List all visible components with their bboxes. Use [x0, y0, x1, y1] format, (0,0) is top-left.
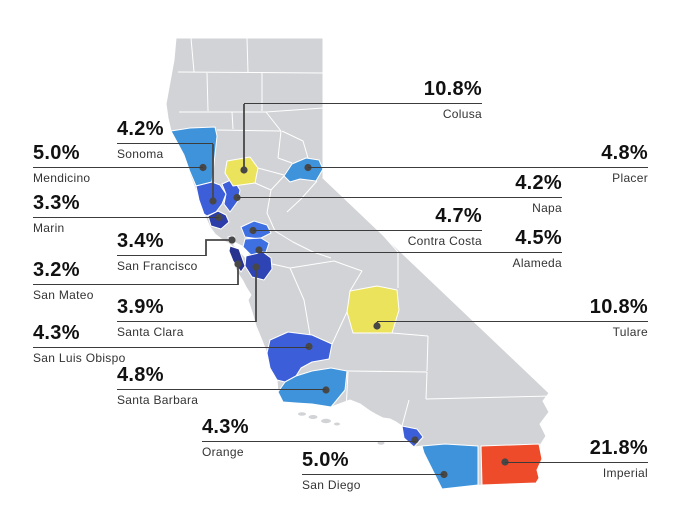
- callout-county-name: Placer: [612, 171, 648, 185]
- county-shape-san-diego: [421, 443, 479, 490]
- callout-county-name: Orange: [202, 445, 244, 459]
- connector-san-francisco: [205, 239, 231, 256]
- callout-connector-lines: [205, 104, 378, 326]
- callout-county-name: San Francisco: [117, 259, 198, 273]
- callout-value: 5.0%: [33, 143, 203, 168]
- dot-san-luis-obispo: [305, 342, 313, 351]
- callout-county-name: Sonoma: [117, 147, 164, 161]
- callout-county-name: Colusa: [442, 107, 482, 121]
- county-shape-imperial: [480, 443, 543, 486]
- callout-county-name: Imperial: [602, 466, 648, 480]
- callout-value: 4.5%: [259, 228, 562, 253]
- dot-san-francisco: [228, 236, 236, 244]
- callout-value: 4.8%: [117, 365, 326, 390]
- dot-mendicino: [199, 163, 207, 172]
- callout-value: 4.2%: [117, 119, 213, 144]
- callout-mendicino: 5.0% Mendicino: [33, 143, 203, 185]
- callout-colusa: 10.8% Colusa: [244, 79, 482, 121]
- callout-value: 3.9%: [117, 297, 256, 322]
- callout-county-name: San Mateo: [33, 288, 94, 302]
- dot-santa-clara: [252, 263, 260, 271]
- callout-value: 4.7%: [253, 206, 482, 231]
- callout-value: 4.3%: [202, 417, 416, 442]
- callout-san-mateo: 3.2% San Mateo: [33, 260, 238, 302]
- callout-value: 3.3%: [33, 193, 219, 218]
- callout-sonoma: 4.2% Sonoma: [117, 119, 213, 161]
- callout-county-name: Santa Clara: [117, 325, 184, 339]
- callout-santa-barbara: 4.8% Santa Barbara: [117, 365, 326, 407]
- callout-county-name: Napa: [532, 201, 562, 215]
- callout-county-name: San Diego: [302, 478, 361, 492]
- callout-value: 10.8%: [377, 297, 648, 322]
- callout-county-name: Santa Barbara: [117, 393, 199, 407]
- callout-dots: [199, 163, 509, 479]
- callout-county-name: Mendicino: [33, 171, 91, 185]
- callout-county-name: Marin: [33, 221, 65, 235]
- callout-tulare: 10.8% Tulare: [377, 297, 648, 339]
- callout-value: 4.2%: [237, 173, 562, 198]
- dot-marin: [215, 213, 223, 222]
- callout-value: 3.4%: [117, 231, 206, 256]
- callout-san-diego: 5.0% San Diego: [302, 450, 444, 492]
- dot-colusa: [240, 166, 248, 174]
- dot-sonoma: [209, 197, 217, 205]
- callout-imperial: 21.8% Imperial: [505, 438, 648, 480]
- county-shape-placer: [283, 157, 324, 183]
- dot-tulare: [373, 322, 381, 330]
- callout-san-francisco: 3.4% San Francisco: [117, 231, 206, 273]
- callout-san-luis-obispo: 4.3% San Luis Obispo: [33, 323, 309, 365]
- callout-county-name: Tulare: [612, 325, 648, 339]
- callout-orange: 4.3% Orange: [202, 417, 416, 459]
- dot-santa-barbara: [322, 386, 330, 394]
- dot-alameda: [255, 246, 263, 254]
- callout-value: 3.2%: [33, 260, 238, 285]
- callout-value: 4.8%: [308, 143, 648, 168]
- sf-bay-water: [233, 242, 249, 259]
- dot-san-mateo: [234, 260, 242, 268]
- callout-contra-costa: 4.7% Contra Costa: [253, 206, 482, 248]
- callout-value: 10.8%: [244, 79, 482, 104]
- callout-napa: 4.2% Napa: [237, 173, 562, 215]
- county-shape-san-luis-obispo: [266, 331, 333, 383]
- dot-san-diego: [440, 470, 448, 479]
- callout-county-name: Alameda: [512, 256, 562, 270]
- callout-santa-clara: 3.9% Santa Clara: [117, 297, 256, 339]
- callout-alameda: 4.5% Alameda: [259, 228, 562, 270]
- callout-county-name: Contra Costa: [407, 234, 482, 248]
- dot-napa: [233, 193, 241, 202]
- county-shape-santa-barbara: [277, 367, 348, 408]
- callout-marin: 3.3% Marin: [33, 193, 219, 235]
- callout-value: 4.3%: [33, 323, 309, 348]
- callout-placer: 4.8% Placer: [308, 143, 648, 185]
- channel-islands: [298, 412, 385, 445]
- county-border-lines: [177, 37, 553, 427]
- callout-value: 5.0%: [302, 450, 444, 475]
- callout-county-name: San Luis Obispo: [33, 351, 126, 365]
- callout-value: 21.8%: [505, 438, 648, 463]
